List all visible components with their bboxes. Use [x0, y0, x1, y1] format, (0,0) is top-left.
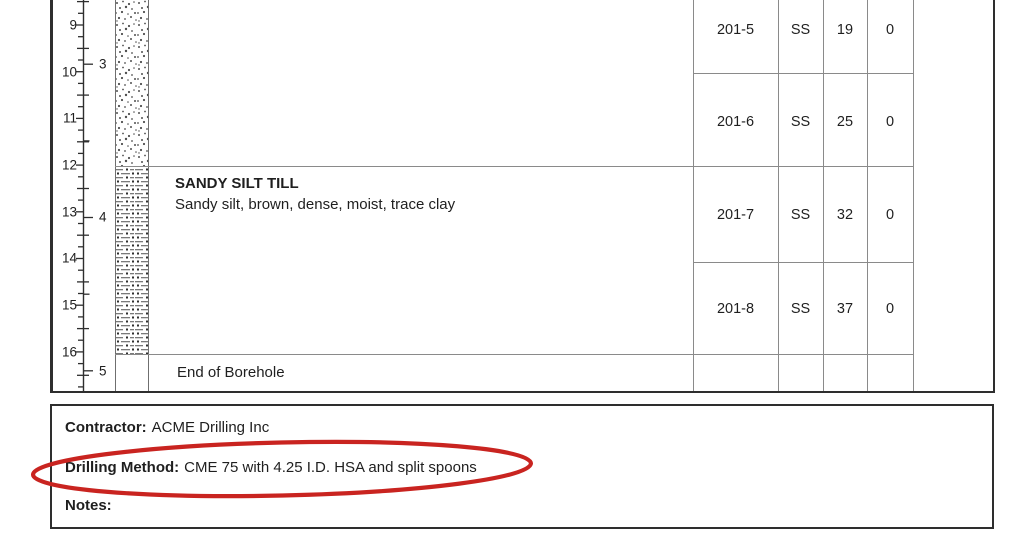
stratum-boundary-line [115, 166, 913, 167]
sample-blows: 37 [836, 301, 854, 317]
log-bottom-border [50, 390, 995, 393]
sample-type: SS [790, 22, 811, 38]
sample-col-line-2 [778, 0, 779, 391]
sample-type: SS [790, 114, 811, 130]
m-label: 5 [99, 364, 107, 379]
sample-col-line-3 [823, 0, 824, 391]
soil-column-left-line [115, 0, 116, 391]
sample-col-line-4 [867, 0, 868, 391]
sample-type: SS [790, 301, 811, 317]
sample-number: 201-5 [716, 22, 755, 38]
depth-labels-m: 3 4 5 [99, 57, 107, 379]
notes-line: Notes: [65, 496, 112, 516]
red-circle-annotation [30, 439, 534, 499]
notes-label: Notes: [65, 497, 112, 514]
depth-ruler: 9 10 11 12 13 14 15 16 3 4 5 [62, 0, 107, 392]
sample-other: 0 [885, 114, 895, 130]
depth-labels-ft: 9 10 11 12 13 14 15 16 [62, 18, 78, 360]
sample-type: SS [790, 207, 811, 223]
stratum-description: Sandy silt, brown, dense, moist, trace c… [175, 196, 456, 213]
ft-label: 11 [63, 111, 77, 126]
sample-row-line-2 [693, 262, 913, 263]
end-of-borehole-line [115, 354, 913, 355]
stratum-till-fill [115, 166, 148, 354]
sample-row-line-1 [693, 73, 913, 74]
stratum-sand-fill [115, 0, 148, 166]
soil-column [115, 0, 148, 354]
sample-blows: 19 [836, 22, 854, 38]
log-right-border [992, 0, 995, 393]
sample-col-line-1 [693, 0, 694, 391]
drilling-method-value: CME 75 with 4.25 I.D. HSA and split spoo… [184, 459, 477, 476]
ft-label: 16 [62, 345, 77, 360]
end-of-borehole-note: End of Borehole [177, 364, 285, 381]
m-label: 4 [99, 210, 107, 225]
m-label: 3 [99, 57, 107, 72]
ft-label: 15 [62, 298, 77, 313]
contractor-label: Contractor: [65, 419, 147, 436]
log-left-border [50, 0, 53, 393]
contractor-value: ACME Drilling Inc [151, 419, 270, 436]
drilling-method-label: Drilling Method: [65, 459, 180, 476]
footer-info-box: Contractor: ACME Drilling Inc Drilling Me… [50, 404, 994, 529]
sample-other: 0 [885, 301, 895, 317]
ruler-ticks [76, 0, 93, 388]
ft-label: 10 [62, 65, 77, 80]
sample-number: 201-8 [716, 301, 755, 317]
sample-number: 201-7 [716, 207, 755, 223]
sample-blows: 32 [836, 207, 854, 223]
ft-label: 9 [69, 18, 77, 33]
sample-other: 0 [885, 22, 895, 38]
ft-label: 13 [62, 205, 77, 220]
sample-number: 201-6 [716, 114, 755, 130]
stratum-title: SANDY SILT TILL [175, 175, 299, 192]
soil-column-right-line [148, 0, 149, 391]
sample-other: 0 [885, 207, 895, 223]
drilling-method-line: Drilling Method: CME 75 with 4.25 I.D. HS… [65, 458, 477, 478]
ft-label: 14 [62, 251, 78, 266]
contractor-line: Contractor: ACME Drilling Inc [65, 418, 269, 438]
ft-label: 12 [62, 158, 77, 173]
sample-blows: 25 [836, 114, 854, 130]
sample-col-line-5 [913, 0, 914, 391]
